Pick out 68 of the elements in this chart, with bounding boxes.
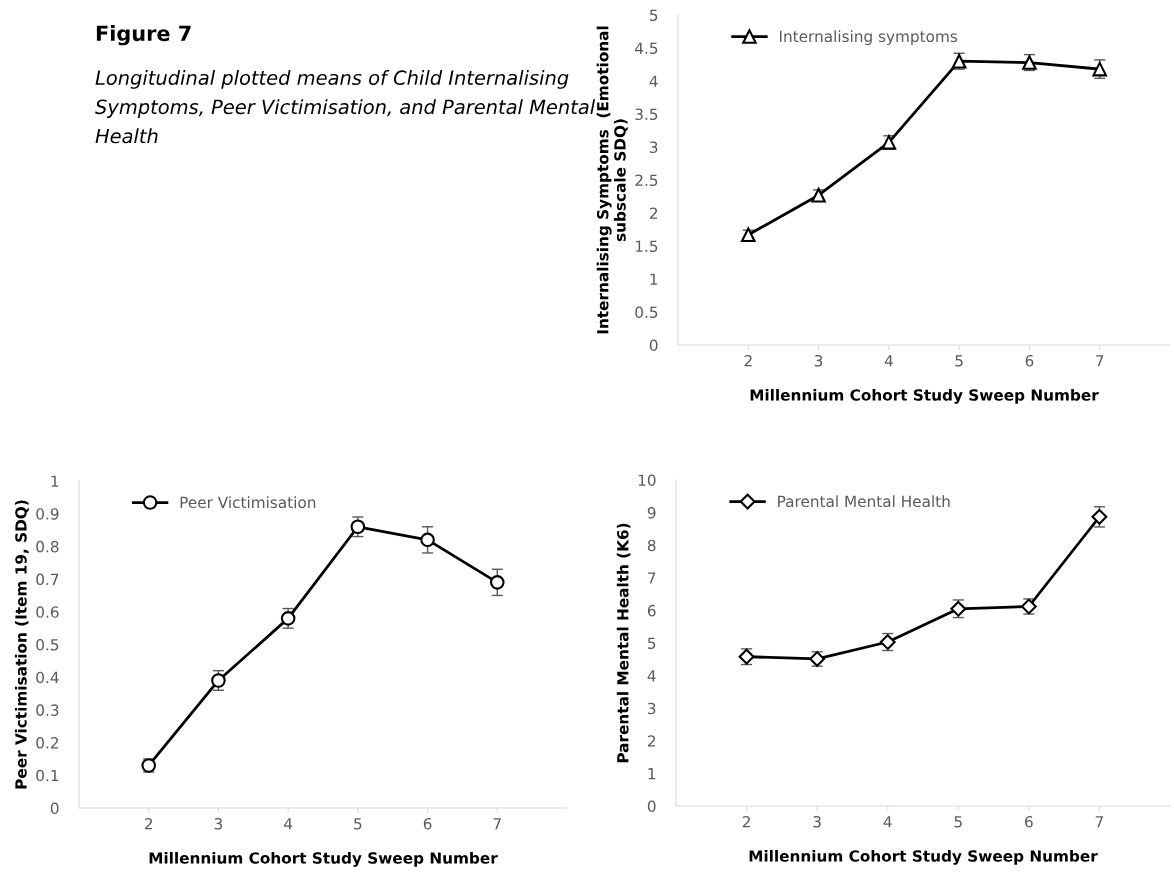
legend-label: Peer Victimisation — [180, 496, 316, 509]
y-tick-label: 6 — [647, 604, 656, 617]
y-tick-label: 5 — [648, 637, 656, 650]
y-tick-label: 0.2 — [36, 737, 59, 749]
y-tick-label: 0 — [649, 339, 658, 352]
y-tick-label: 0.5 — [635, 306, 658, 319]
y-tick-label: 3 — [650, 141, 658, 154]
x-tick-label: 2 — [744, 354, 752, 367]
y-tick-label: 8 — [647, 539, 656, 552]
y-tick-label: 0.1 — [36, 769, 59, 782]
y-tick-label: 1 — [51, 475, 59, 487]
y-axis-title: Parental Mental Health (K6) — [616, 523, 631, 763]
y-tick-label: 2 — [647, 735, 656, 747]
y-tick-label: 0 — [50, 802, 59, 815]
y-tick-label: 1 — [648, 768, 656, 780]
y-tick-label: 4 — [649, 75, 658, 87]
y-tick-label: 0 — [647, 800, 656, 813]
legend-label: Internalising symptoms — [779, 30, 958, 46]
y-tick-label: 4 — [647, 670, 656, 682]
x-axis-title: Millennium Cohort Study Sweep Number — [750, 388, 1099, 404]
x-tick-label: 7 — [493, 818, 501, 830]
point — [811, 187, 826, 203]
x-tick-label: 5 — [954, 816, 962, 828]
text: Figure 7 — [96, 25, 191, 46]
x-tick-label: 3 — [214, 817, 223, 830]
y-tick-label: 7 — [648, 572, 656, 584]
y-tick-label: 5 — [650, 9, 658, 22]
legend-label: Parental Mental Health — [778, 495, 950, 508]
x-tick-label: 4 — [884, 355, 893, 367]
x-tick-label: 6 — [1025, 815, 1033, 828]
y-tick-label: 9 — [647, 507, 656, 519]
y-tick-label: 1 — [650, 273, 658, 285]
point — [490, 575, 505, 590]
x-axis-title: Millennium Cohort Study Sweep Number — [749, 849, 1098, 865]
x-tick-label: 3 — [814, 354, 823, 367]
x-tick-label: 6 — [423, 817, 432, 830]
y-tick-label: 0.9 — [36, 508, 59, 520]
text: Longitudinal plotted means of Child Internalising Symptoms, Peer Victimisation, and Parental Mental Health — [95, 70, 596, 144]
x-tick-label: 4 — [284, 818, 293, 830]
point — [280, 611, 296, 626]
point — [211, 673, 226, 688]
y-tick-label: 2.5 — [635, 174, 658, 187]
y-tick-label: 0.3 — [36, 704, 59, 716]
x-tick-label: 4 — [883, 816, 892, 828]
y-tick-label: 0.5 — [36, 638, 59, 651]
y-tick-label: 1.5 — [635, 240, 658, 253]
y-tick-label: 0.4 — [36, 671, 59, 684]
y-axis-title: Internalising Symptoms (Emotional subscale SDQ) — [596, 26, 628, 334]
y-tick-label: 2 — [649, 207, 658, 219]
x-tick-label: 7 — [1095, 816, 1103, 828]
y-tick-label: 0.7 — [36, 573, 59, 586]
y-axis-title: Peer Victimisation (Item 19, SDQ) — [14, 500, 29, 789]
y-tick-label: 0.6 — [36, 606, 59, 618]
x-tick-label: 5 — [955, 355, 963, 367]
x-axis-title: Millennium Cohort Study Sweep Number — [149, 851, 498, 867]
y-tick-label: 10 — [638, 474, 656, 487]
y-tick-label: 3.5 — [635, 108, 658, 121]
x-tick-label: 2 — [144, 817, 153, 830]
y-tick-label: 0.8 — [36, 540, 59, 553]
x-tick-label: 6 — [1025, 354, 1034, 367]
x-tick-label: 7 — [1096, 355, 1104, 367]
point — [420, 532, 435, 548]
x-tick-label: 2 — [742, 815, 750, 828]
point — [741, 227, 756, 243]
x-tick-label: 5 — [354, 818, 362, 830]
y-tick-label: 3 — [648, 702, 656, 715]
x-tick-label: 3 — [813, 815, 821, 828]
y-tick-label: 4.5 — [635, 42, 658, 55]
